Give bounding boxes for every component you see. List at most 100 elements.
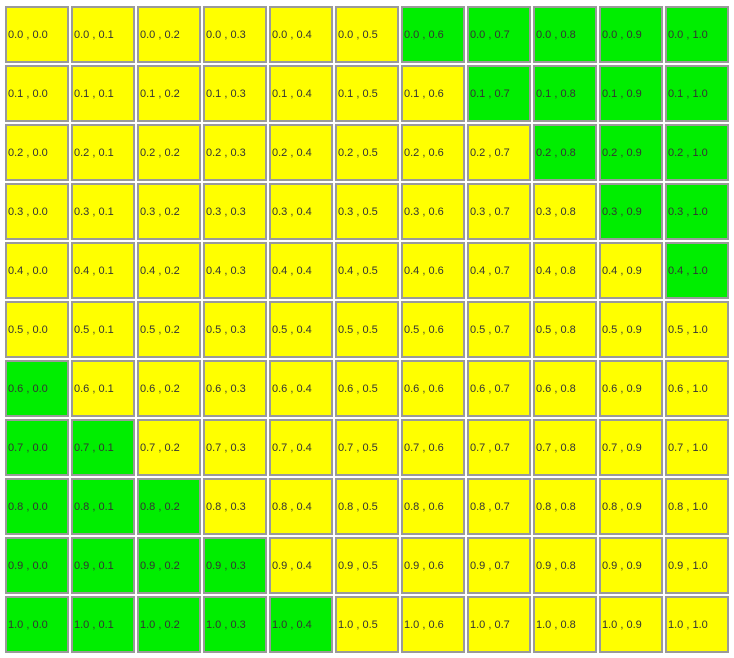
grid-cell[interactable]: 0.5 , 0.1 (71, 301, 135, 358)
grid-cell[interactable]: 0.0 , 0.0 (5, 6, 69, 63)
grid-cell[interactable]: 0.2 , 0.7 (467, 124, 531, 181)
grid-cell[interactable]: 0.6 , 0.6 (401, 360, 465, 417)
grid-cell[interactable]: 0.4 , 0.6 (401, 242, 465, 299)
grid-cell[interactable]: 0.8 , 0.3 (203, 478, 267, 535)
grid-cell[interactable]: 0.7 , 0.9 (599, 419, 663, 476)
grid-cell[interactable]: 0.5 , 0.0 (5, 301, 69, 358)
grid-cell[interactable]: 0.0 , 0.3 (203, 6, 267, 63)
grid-cell[interactable]: 0.1 , 0.0 (5, 65, 69, 122)
grid-cell[interactable]: 0.6 , 0.8 (533, 360, 597, 417)
grid-cell[interactable]: 0.6 , 0.2 (137, 360, 201, 417)
grid-cell[interactable]: 0.7 , 0.3 (203, 419, 267, 476)
grid-cell[interactable]: 0.6 , 0.3 (203, 360, 267, 417)
grid-cell[interactable]: 0.3 , 0.6 (401, 183, 465, 240)
grid-cell[interactable]: 0.0 , 1.0 (665, 6, 729, 63)
grid-cell[interactable]: 1.0 , 0.4 (269, 596, 333, 653)
grid-cell[interactable]: 0.3 , 0.3 (203, 183, 267, 240)
grid-cell[interactable]: 0.0 , 0.5 (335, 6, 399, 63)
grid-cell[interactable]: 0.0 , 0.7 (467, 6, 531, 63)
grid-cell[interactable]: 0.5 , 0.3 (203, 301, 267, 358)
grid-cell[interactable]: 0.9 , 0.0 (5, 537, 69, 594)
grid-cell[interactable]: 1.0 , 0.0 (5, 596, 69, 653)
grid-cell[interactable]: 0.5 , 1.0 (665, 301, 729, 358)
grid-cell[interactable]: 1.0 , 0.7 (467, 596, 531, 653)
grid-cell[interactable]: 0.0 , 0.9 (599, 6, 663, 63)
grid-cell[interactable]: 0.8 , 0.4 (269, 478, 333, 535)
grid-cell[interactable]: 0.8 , 0.5 (335, 478, 399, 535)
grid-cell[interactable]: 1.0 , 0.9 (599, 596, 663, 653)
grid-cell[interactable]: 0.5 , 0.7 (467, 301, 531, 358)
grid-cell[interactable]: 0.7 , 0.7 (467, 419, 531, 476)
grid-cell[interactable]: 0.0 , 0.8 (533, 6, 597, 63)
grid-cell[interactable]: 0.3 , 0.0 (5, 183, 69, 240)
grid-cell[interactable]: 0.4 , 0.7 (467, 242, 531, 299)
grid-cell[interactable]: 1.0 , 0.1 (71, 596, 135, 653)
grid-cell[interactable]: 0.1 , 0.7 (467, 65, 531, 122)
grid-cell[interactable]: 0.7 , 1.0 (665, 419, 729, 476)
grid-cell[interactable]: 0.0 , 0.1 (71, 6, 135, 63)
grid-cell[interactable]: 0.4 , 1.0 (665, 242, 729, 299)
grid-cell[interactable]: 0.2 , 0.9 (599, 124, 663, 181)
grid-cell[interactable]: 0.2 , 0.4 (269, 124, 333, 181)
grid-cell[interactable]: 1.0 , 0.6 (401, 596, 465, 653)
grid-cell[interactable]: 0.9 , 0.5 (335, 537, 399, 594)
grid-cell[interactable]: 0.2 , 0.1 (71, 124, 135, 181)
grid-cell[interactable]: 0.3 , 0.2 (137, 183, 201, 240)
grid-cell[interactable]: 1.0 , 0.3 (203, 596, 267, 653)
grid-cell[interactable]: 0.7 , 0.8 (533, 419, 597, 476)
grid-cell[interactable]: 0.0 , 0.2 (137, 6, 201, 63)
grid-cell[interactable]: 0.1 , 0.2 (137, 65, 201, 122)
grid-cell[interactable]: 0.7 , 0.2 (137, 419, 201, 476)
grid-cell[interactable]: 0.1 , 0.6 (401, 65, 465, 122)
grid-cell[interactable]: 0.0 , 0.4 (269, 6, 333, 63)
grid-cell[interactable]: 0.4 , 0.3 (203, 242, 267, 299)
grid-cell[interactable]: 0.2 , 1.0 (665, 124, 729, 181)
grid-cell[interactable]: 0.4 , 0.5 (335, 242, 399, 299)
grid-cell[interactable]: 0.6 , 0.9 (599, 360, 663, 417)
grid-cell[interactable]: 0.1 , 0.3 (203, 65, 267, 122)
grid-cell[interactable]: 0.7 , 0.6 (401, 419, 465, 476)
grid-cell[interactable]: 0.2 , 0.0 (5, 124, 69, 181)
grid-cell[interactable]: 0.6 , 0.0 (5, 360, 69, 417)
grid-cell[interactable]: 0.5 , 0.5 (335, 301, 399, 358)
grid-cell[interactable]: 1.0 , 0.5 (335, 596, 399, 653)
grid-cell[interactable]: 0.8 , 0.0 (5, 478, 69, 535)
grid-cell[interactable]: 0.9 , 0.2 (137, 537, 201, 594)
grid-cell[interactable]: 0.1 , 0.5 (335, 65, 399, 122)
grid-cell[interactable]: 0.8 , 0.1 (71, 478, 135, 535)
grid-cell[interactable]: 0.2 , 0.5 (335, 124, 399, 181)
grid-cell[interactable]: 0.6 , 0.5 (335, 360, 399, 417)
grid-cell[interactable]: 0.7 , 0.1 (71, 419, 135, 476)
grid-cell[interactable]: 0.4 , 0.9 (599, 242, 663, 299)
grid-cell[interactable]: 0.5 , 0.2 (137, 301, 201, 358)
grid-cell[interactable]: 0.9 , 1.0 (665, 537, 729, 594)
grid-cell[interactable]: 0.6 , 0.1 (71, 360, 135, 417)
grid-cell[interactable]: 0.7 , 0.0 (5, 419, 69, 476)
grid-cell[interactable]: 1.0 , 0.8 (533, 596, 597, 653)
grid-cell[interactable]: 0.3 , 0.5 (335, 183, 399, 240)
grid-cell[interactable]: 0.4 , 0.1 (71, 242, 135, 299)
grid-cell[interactable]: 0.3 , 0.1 (71, 183, 135, 240)
grid-cell[interactable]: 0.6 , 1.0 (665, 360, 729, 417)
grid-cell[interactable]: 0.9 , 0.6 (401, 537, 465, 594)
grid-cell[interactable]: 0.7 , 0.5 (335, 419, 399, 476)
grid-cell[interactable]: 0.1 , 1.0 (665, 65, 729, 122)
grid-cell[interactable]: 0.3 , 0.4 (269, 183, 333, 240)
grid-cell[interactable]: 0.9 , 0.1 (71, 537, 135, 594)
grid-cell[interactable]: 0.3 , 0.8 (533, 183, 597, 240)
grid-cell[interactable]: 0.5 , 0.8 (533, 301, 597, 358)
grid-cell[interactable]: 0.1 , 0.4 (269, 65, 333, 122)
grid-cell[interactable]: 0.2 , 0.6 (401, 124, 465, 181)
grid-cell[interactable]: 0.1 , 0.9 (599, 65, 663, 122)
grid-cell[interactable]: 0.4 , 0.4 (269, 242, 333, 299)
grid-cell[interactable]: 0.9 , 0.9 (599, 537, 663, 594)
grid-cell[interactable]: 0.5 , 0.6 (401, 301, 465, 358)
grid-cell[interactable]: 0.3 , 1.0 (665, 183, 729, 240)
grid-cell[interactable]: 0.2 , 0.3 (203, 124, 267, 181)
grid-cell[interactable]: 0.4 , 0.0 (5, 242, 69, 299)
grid-cell[interactable]: 0.0 , 0.6 (401, 6, 465, 63)
grid-cell[interactable]: 0.3 , 0.7 (467, 183, 531, 240)
grid-cell[interactable]: 0.2 , 0.2 (137, 124, 201, 181)
grid-cell[interactable]: 0.9 , 0.8 (533, 537, 597, 594)
grid-cell[interactable]: 0.1 , 0.1 (71, 65, 135, 122)
